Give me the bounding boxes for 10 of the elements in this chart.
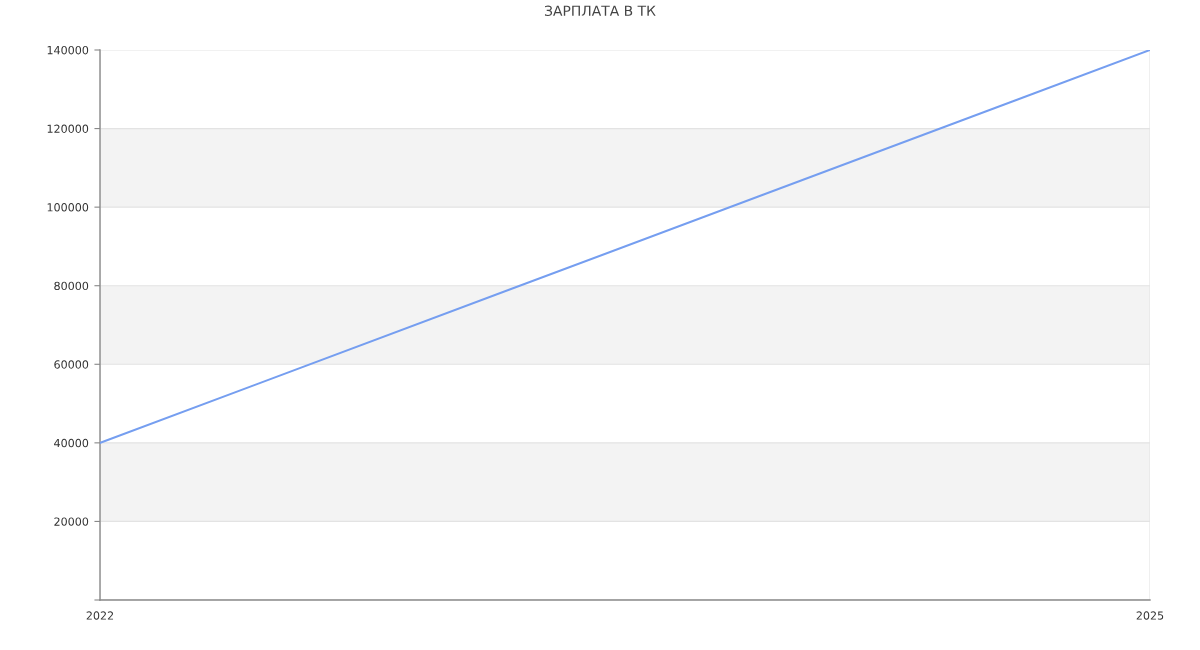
x-tick-label: 2025 [1136, 611, 1164, 620]
y-tick-label: 120000 [47, 124, 89, 133]
y-tick-label: 100000 [47, 203, 89, 212]
chart-title: ЗАРПЛАТА В ТК [544, 5, 656, 17]
y-tick-label: 20000 [54, 517, 89, 526]
y-tick-label: 60000 [54, 360, 89, 369]
x-tick-label: 2022 [86, 611, 114, 620]
y-tick-label: 140000 [47, 45, 89, 55]
y-tick-label: 40000 [54, 438, 89, 448]
y-tick-label: 80000 [54, 281, 89, 291]
